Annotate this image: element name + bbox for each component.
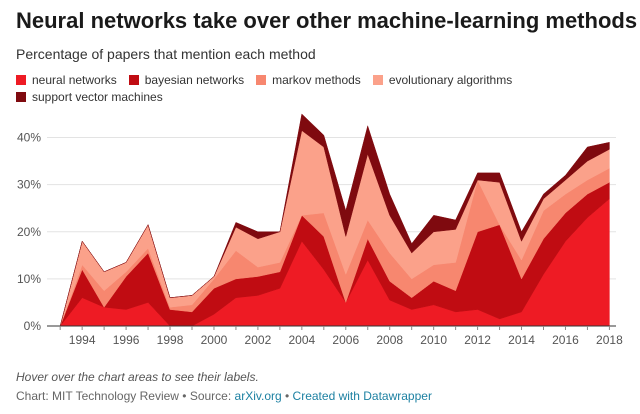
y-tick-label: 10% [17,272,41,286]
x-tick-label: 1996 [113,333,140,347]
x-tick-label: 2006 [332,333,359,347]
legend: neural networks bayesian networks markov m… [16,72,616,106]
chart-title: Neural networks take over other machine-… [16,8,638,33]
x-tick-label: 1994 [69,333,96,347]
legend-swatch [16,75,26,85]
x-tick-label: 2004 [288,333,315,347]
legend-label: evolutionary algorithms [388,73,513,87]
credit-separator: • [281,389,293,403]
legend-swatch [128,75,139,85]
legend-label: bayesian networks [144,73,245,87]
legend-item-evolutionary-algorithms[interactable]: evolutionary algorithms [372,72,513,88]
y-tick-label: 20% [17,225,41,239]
y-tick-label: 40% [17,131,41,145]
chart-subtitle: Percentage of papers that mention each m… [16,46,316,62]
x-tick-label: 2000 [201,333,228,347]
area-support-vector-machines[interactable]: support vector machines [59,113,610,327]
x-tick-label: 2012 [464,333,491,347]
x-tick-label: 2016 [552,333,579,347]
legend-item-neural-networks[interactable]: neural networks [16,72,117,88]
x-tick-label: 2002 [245,333,272,347]
legend-label: neural networks [32,73,117,87]
y-tick-label: 0% [24,319,42,333]
y-tick-label: 30% [17,178,41,192]
x-tick-label: 1998 [157,333,184,347]
x-tick-label: 2010 [420,333,447,347]
credit-prefix: Chart: MIT Technology Review • Source: [16,389,235,403]
source-link[interactable]: arXiv.org [234,389,282,403]
legend-swatch [16,92,26,102]
datawrapper-link[interactable]: Created with Datawrapper [292,389,432,403]
x-tick-label: 2018 [596,333,623,347]
legend-item-bayesian-networks[interactable]: bayesian networks [128,72,245,88]
legend-swatch [256,75,267,85]
x-tick-label: 2014 [508,333,535,347]
legend-label: support vector machines [32,90,163,104]
legend-label: markov methods [272,73,361,87]
legend-item-support-vector-machines[interactable]: support vector machines [16,89,163,105]
x-axis: 1994 1996 1998 2000 2002 2004 2006 2008 2010 2012… [59,326,623,347]
x-tick-label: 2008 [376,333,403,347]
hover-note: Hover over the chart areas to see their … [16,370,259,384]
legend-item-markov-methods[interactable]: markov methods [256,72,361,88]
legend-swatch [372,75,383,85]
chart-credit: Chart: MIT Technology Review • Source: a… [16,389,432,403]
y-axis: 0% 10% 20% 30% 40% [17,131,41,333]
